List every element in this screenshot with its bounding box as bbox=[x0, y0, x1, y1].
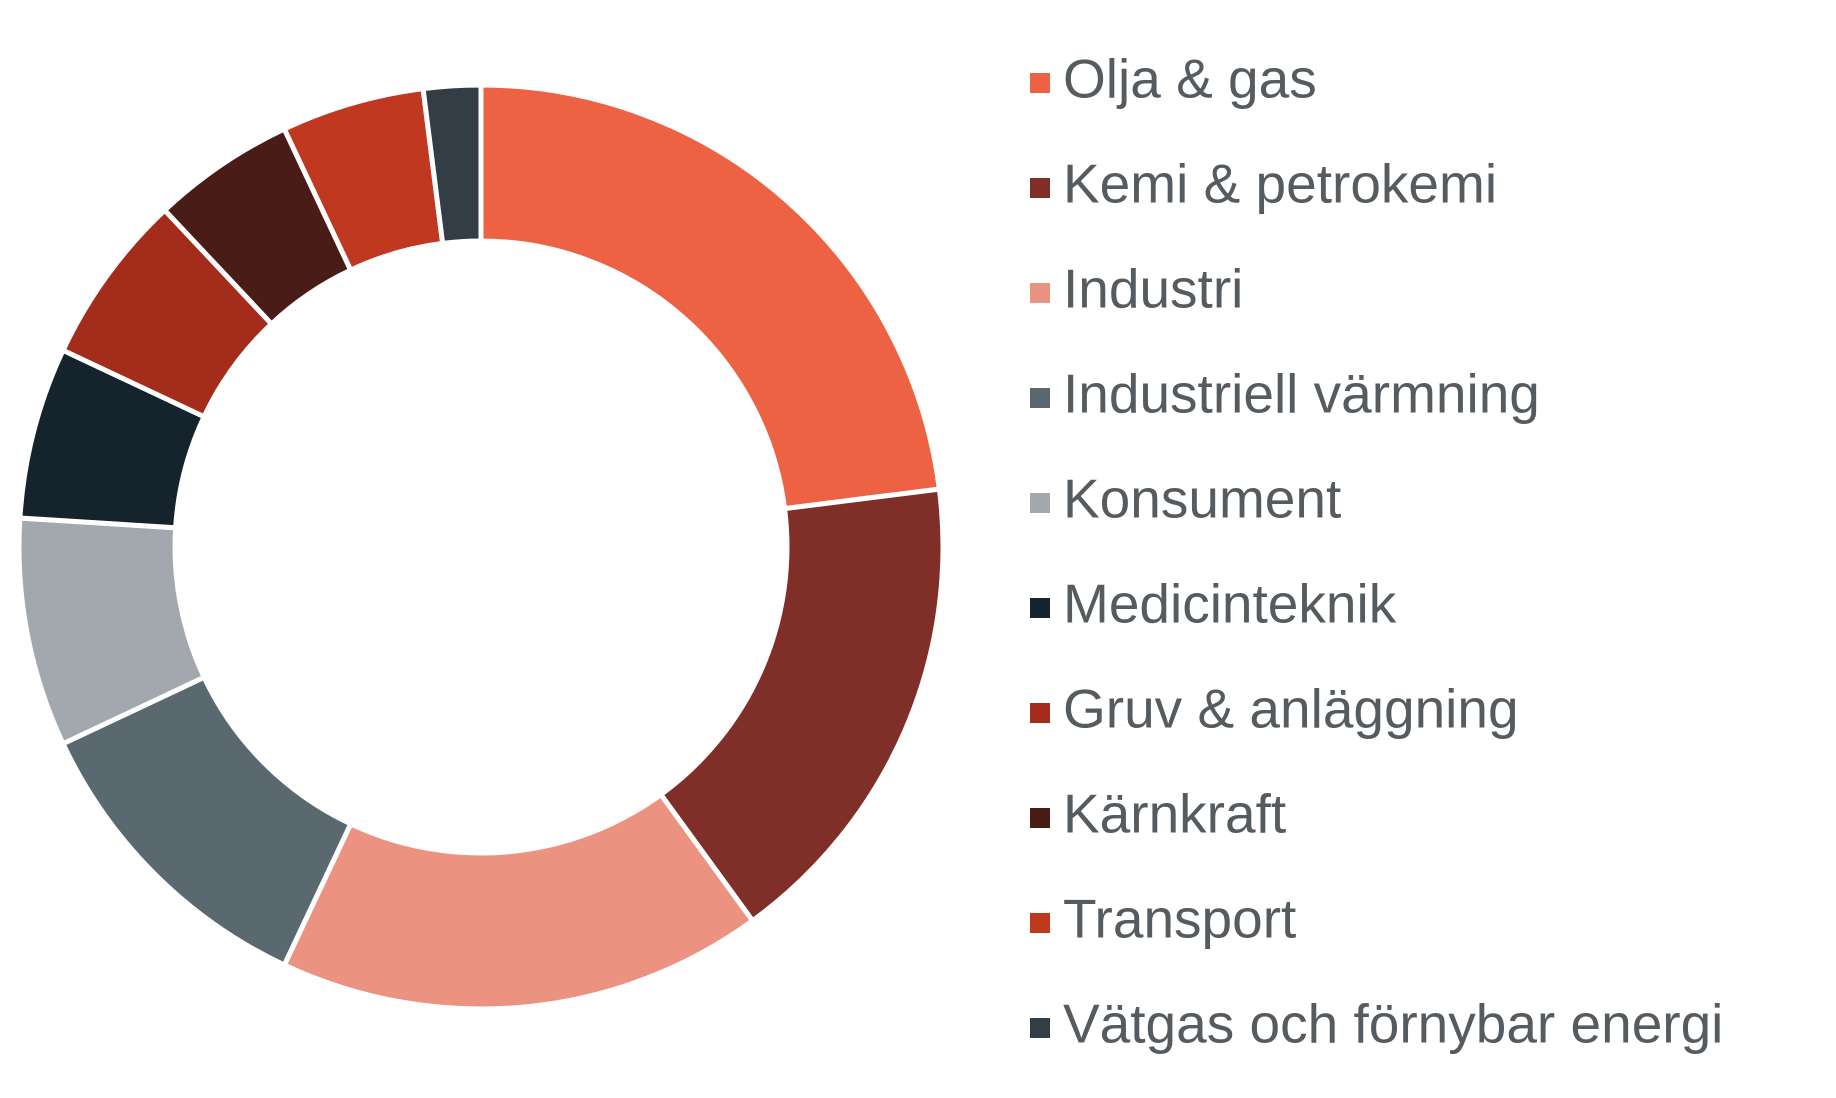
legend-swatch bbox=[1030, 598, 1050, 618]
slice bbox=[280, 791, 757, 1012]
legend-label: Konsument bbox=[1063, 468, 1341, 530]
legend-label: Industriell värmning bbox=[1063, 363, 1540, 425]
legend-label: Olja & gas bbox=[1063, 48, 1317, 110]
legend-swatch bbox=[1030, 808, 1050, 828]
legend-label: Gruv & anläggning bbox=[1063, 678, 1519, 740]
legend-label: Kemi & petrokemi bbox=[1063, 153, 1497, 215]
legend-swatch bbox=[1030, 283, 1050, 303]
slice bbox=[478, 82, 943, 512]
legend-swatch bbox=[1030, 178, 1050, 198]
legend-swatch bbox=[1030, 1018, 1050, 1038]
legend-label: Industri bbox=[1063, 258, 1243, 320]
legend-swatch bbox=[1030, 388, 1050, 408]
legend-swatch bbox=[1030, 73, 1050, 93]
legend-swatch bbox=[1030, 913, 1050, 933]
legend-swatch bbox=[1030, 703, 1050, 723]
legend-swatch bbox=[1030, 493, 1050, 513]
legend-label: Transport bbox=[1063, 888, 1296, 950]
slice bbox=[657, 486, 946, 925]
legend-label: Medicinteknik bbox=[1063, 573, 1397, 635]
slice bbox=[420, 82, 484, 247]
legend-label: Vätgas och förnybar energi bbox=[1063, 993, 1723, 1055]
legend-label: Kärnkraft bbox=[1063, 783, 1286, 845]
